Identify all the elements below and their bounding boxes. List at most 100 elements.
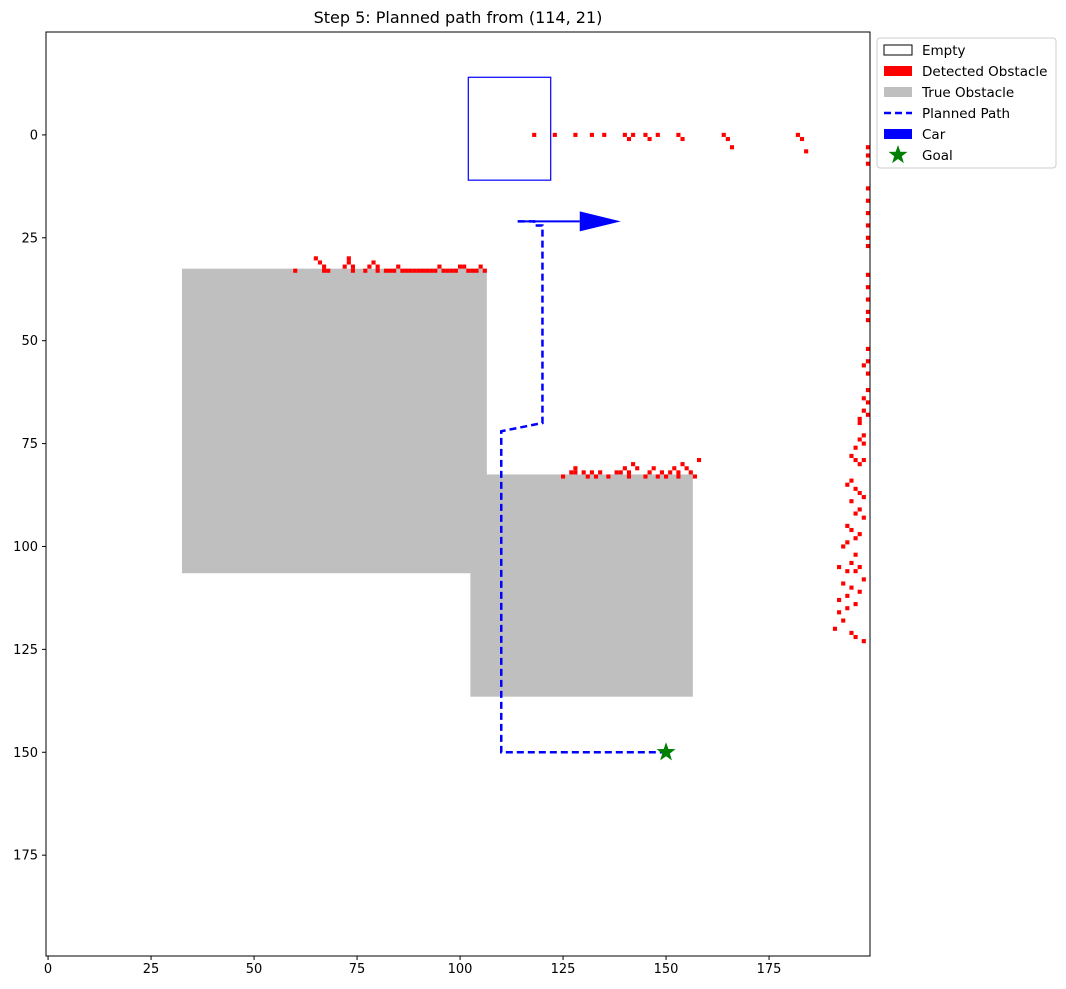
chart-title: Step 5: Planned path from (114, 21) — [314, 8, 603, 27]
detected-obstacle-cell — [857, 532, 862, 537]
detected-obstacle-cell — [725, 136, 730, 142]
detected-obstacle-cell — [643, 474, 648, 479]
detected-obstacle-cell — [865, 145, 870, 150]
legend-item: Planned Path — [884, 106, 1010, 122]
detected-obstacle-cell — [449, 268, 454, 273]
detected-obstacle-cell — [845, 593, 850, 598]
detected-obstacle-cell — [626, 470, 632, 475]
detected-obstacle-cell — [404, 268, 409, 273]
detected-obstacle-cell — [837, 610, 842, 615]
car-outline — [467, 76, 552, 181]
legend-item: Detected Obstacle — [884, 64, 1047, 80]
y-tick-label: 0 — [30, 128, 38, 143]
x-tick-label: 150 — [654, 962, 679, 977]
detected-obstacle-cell — [313, 256, 318, 261]
detected-obstacle-cell — [622, 132, 627, 137]
detected-obstacle-cell — [346, 256, 351, 261]
plot-frame — [45, 31, 871, 957]
detected-obstacle-cell — [602, 132, 607, 137]
detected-obstacle-cell — [433, 268, 438, 273]
detected-obstacle-cell — [861, 495, 866, 500]
detected-obstacle-cell — [437, 264, 442, 269]
detected-obstacle-cell — [865, 153, 870, 158]
detected-obstacle-cell — [857, 437, 862, 442]
detected-obstacle-cell — [841, 581, 846, 586]
legend-item: True Obstacle — [884, 85, 1014, 101]
detected-obstacle-cell — [655, 474, 660, 479]
x-tick-label: 75 — [349, 962, 366, 977]
detected-obstacle-cell — [849, 527, 854, 533]
detected-obstacle-cell — [383, 268, 388, 273]
detected-obstacle-cell — [684, 466, 689, 471]
detected-obstacle-cell — [581, 470, 586, 475]
detected-obstacle-cell — [865, 400, 870, 405]
legend-label: True Obstacle — [921, 85, 1014, 101]
detected-obstacle-cell — [429, 268, 434, 273]
detected-obstacle-cell — [598, 470, 603, 475]
detected-obstacle-cell — [631, 462, 636, 467]
detected-obstacle-cell — [589, 470, 594, 475]
detected-obstacle-cell — [400, 268, 405, 273]
detected-obstacle-cell — [676, 474, 681, 479]
detected-obstacle-cell — [861, 396, 866, 401]
detected-obstacle-cell — [845, 606, 850, 611]
detected-obstacle-cell — [585, 474, 590, 479]
detected-obstacle-cell — [396, 264, 401, 269]
detected-obstacle-cell — [322, 264, 327, 269]
detected-obstacle-cell — [861, 363, 866, 368]
detected-obstacle-cell — [367, 264, 372, 269]
y-tick-label: 25 — [21, 231, 38, 246]
y-tick-label: 175 — [13, 849, 38, 864]
detected-obstacle-cell — [861, 408, 866, 413]
detected-obstacle-cell — [425, 268, 430, 273]
detected-obstacle-cell — [857, 589, 862, 594]
heading-arrow-head — [579, 211, 621, 232]
detected-obstacle-cell — [416, 268, 421, 273]
detected-obstacle-cell — [532, 132, 537, 137]
true-obstacle-1 — [470, 474, 693, 697]
detected-obstacle-cell — [622, 466, 627, 471]
detected-obstacle-cell — [849, 499, 854, 504]
detected-obstacle-cell — [445, 268, 450, 273]
detected-obstacle-cell — [664, 474, 669, 479]
legend-swatch — [884, 66, 912, 76]
detected-obstacle-cell — [853, 602, 858, 607]
detected-obstacle-cell — [865, 318, 870, 323]
legend: Empty Detected Obstacle True Obstacle Plann… — [876, 37, 1057, 169]
detected-obstacle-cell — [659, 470, 664, 475]
detected-obstacle-cell — [865, 309, 870, 314]
detected-obstacle-cell — [865, 412, 870, 417]
detected-obstacle-cell — [573, 132, 578, 137]
detected-obstacle-cell — [420, 268, 426, 273]
detected-obstacle-cell — [845, 540, 850, 545]
detected-obstacle-cell — [606, 474, 611, 479]
detected-obstacle-cell — [865, 235, 870, 240]
detected-obstacle-cell — [569, 470, 574, 475]
y-tick-label: 100 — [13, 540, 38, 555]
detected-obstacle-cell — [721, 132, 726, 137]
detected-obstacle-cell — [676, 470, 681, 475]
detected-obstacle-cell — [692, 474, 697, 479]
detected-obstacle-cell — [474, 268, 479, 273]
x-tick-label: 125 — [551, 962, 576, 977]
legend-label: Detected Obstacle — [922, 64, 1047, 80]
detected-obstacle-cell — [317, 260, 323, 265]
detected-obstacle-cell — [631, 132, 636, 137]
axes: 0 25 50 75 100 125 150 175 0 25 50 75 100 125 150 175 — [13, 128, 781, 977]
detected-obstacle-cell — [626, 136, 632, 142]
detected-obstacle-cell — [853, 552, 858, 557]
detected-obstacle-cell — [853, 536, 858, 541]
detected-obstacle-cell — [647, 136, 652, 142]
detected-obstacle-cell — [845, 523, 850, 528]
detected-obstacle-cell — [849, 478, 854, 483]
detected-obstacle-cell — [857, 416, 862, 421]
plot-area — [181, 76, 870, 761]
detected-obstacle-cell — [865, 285, 870, 290]
detected-obstacle-cell — [865, 161, 870, 166]
true-obstacle-0 — [181, 268, 487, 574]
detected-obstacle-cell — [676, 132, 681, 137]
detected-obstacle-cell — [552, 132, 557, 137]
legend-swatch-star — [888, 145, 908, 164]
detected-obstacle-cell — [865, 359, 870, 364]
